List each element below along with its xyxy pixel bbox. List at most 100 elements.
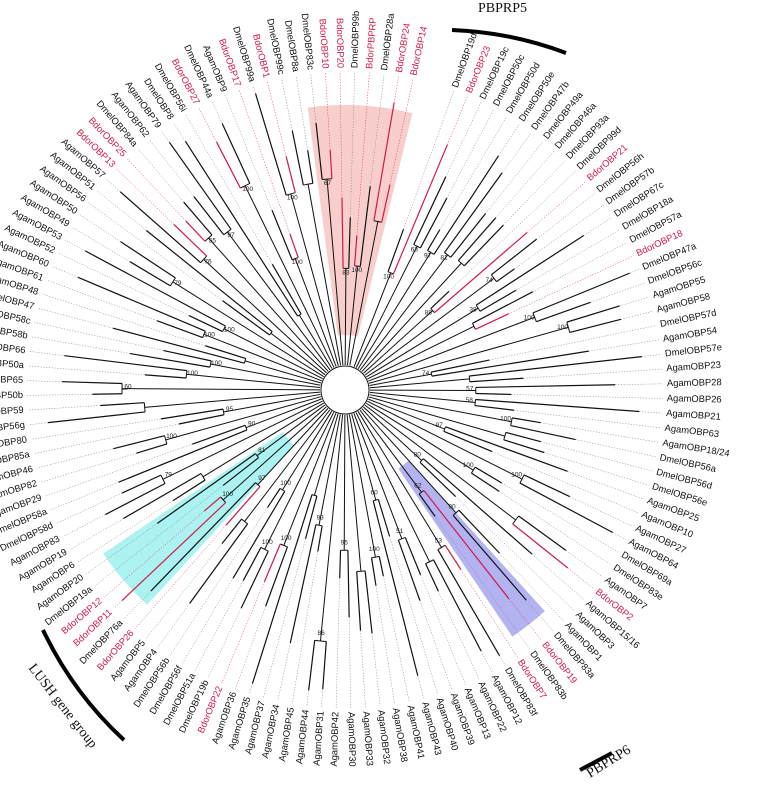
tip-branch: [475, 313, 509, 330]
leader-line: [641, 354, 662, 357]
leader-line: [27, 365, 146, 376]
leader-line: [360, 630, 366, 708]
leaf-label: DmelOBP50b: [0, 389, 23, 401]
clade-stem: [363, 310, 433, 374]
leader-line: [146, 543, 223, 639]
tip-branch: [445, 426, 568, 472]
clade-stem: [203, 333, 322, 382]
leader-line: [369, 74, 385, 187]
leader-line: [325, 72, 331, 150]
leader-line: [62, 514, 106, 537]
leader-line: [526, 181, 586, 233]
leader-line: [350, 72, 355, 218]
leader-line: [96, 190, 147, 231]
leader-line: [33, 423, 179, 455]
leader-line: [501, 482, 619, 553]
bootstrap-value: 55: [209, 238, 217, 245]
tip-branch: [121, 502, 227, 601]
leader-line: [565, 550, 603, 577]
bootstrap-value: 74: [486, 277, 494, 284]
clade-stem: [172, 281, 325, 378]
leader-line: [348, 617, 352, 708]
leader-line: [40, 452, 137, 483]
tip-branch: [47, 411, 146, 424]
leader-line: [28, 422, 48, 425]
pbprp5-highlight: [307, 105, 413, 337]
tip-branch: [184, 140, 299, 317]
leader-line: [51, 266, 79, 278]
tip-branch: [271, 264, 302, 315]
clade-stem: [270, 332, 326, 376]
tip-branch: [425, 563, 439, 592]
bootstrap-value: 83: [342, 269, 350, 276]
leader-line: [383, 575, 410, 702]
tip-branch: [419, 197, 448, 249]
clade-stem: [353, 272, 392, 367]
tip-branch: [471, 472, 500, 492]
tip-branch: [329, 149, 333, 179]
clade-stem: [369, 394, 512, 423]
tip-branch: [339, 550, 342, 579]
bootstrap-value: 97: [424, 252, 432, 259]
bootstrap-value: 81: [258, 447, 266, 454]
tip-branch: [431, 350, 589, 377]
leader-line: [69, 518, 124, 550]
leaf-label: AgamOBP21: [666, 407, 721, 422]
leader-line: [235, 606, 266, 689]
leader-line: [41, 293, 206, 346]
tip-branch: [373, 102, 395, 221]
clade-stem: [369, 378, 470, 389]
leader-line: [439, 116, 508, 230]
leader-line: [27, 380, 63, 382]
tip-branch: [157, 453, 256, 524]
bootstrap-value: 58: [466, 397, 474, 404]
bootstrap-value: 100: [287, 195, 298, 202]
clade-stem: [367, 400, 523, 480]
tip-branch: [512, 417, 541, 424]
leader-line: [94, 485, 224, 587]
leader-line: [36, 448, 114, 469]
tip-branch: [188, 314, 223, 333]
leader-line: [629, 269, 640, 274]
leader-line: [160, 130, 170, 143]
tip-branch: [475, 384, 616, 389]
tip-branch: [163, 349, 212, 362]
leaf-label: AgamOBP42: [328, 712, 341, 767]
leader-line: [195, 580, 244, 671]
leaf-label: DmelOBP83c: [300, 13, 317, 71]
leader-line: [523, 368, 663, 379]
tip-branch: [475, 398, 640, 413]
clade-stem: [355, 412, 431, 562]
clade-stem: [355, 245, 418, 368]
bootstrap-value: 86: [317, 630, 325, 637]
tip-branch: [92, 393, 123, 395]
leader-line: [448, 170, 576, 292]
leader-line: [57, 252, 190, 316]
leader-line: [45, 443, 193, 497]
tip-branch: [474, 466, 503, 484]
leader-line: [116, 168, 175, 225]
tip-branch: [168, 141, 232, 230]
tip-branch: [251, 494, 313, 684]
leader-line: [295, 75, 308, 151]
bootstrap-value: 100: [187, 370, 198, 377]
tip-branch: [84, 250, 226, 327]
leader-line: [567, 471, 644, 500]
leader-line: [389, 79, 414, 185]
leader-line: [615, 383, 663, 385]
clade-stem: [348, 414, 376, 558]
leader-line: [137, 148, 184, 203]
tip-branch: [419, 461, 457, 497]
leaf-label: AgamOBP38: [391, 707, 410, 763]
tip-branch: [112, 327, 245, 364]
clade-stem: [210, 363, 321, 386]
tip-branch: [129, 261, 171, 287]
leader-line: [182, 578, 234, 664]
clade-highlights: [103, 105, 545, 637]
leader-line: [27, 405, 101, 411]
tip-branch: [317, 525, 323, 552]
bootstrap-value: 100: [262, 539, 273, 546]
tip-branch: [443, 172, 503, 253]
clade-stem: [359, 409, 422, 493]
leader-line: [185, 114, 273, 265]
